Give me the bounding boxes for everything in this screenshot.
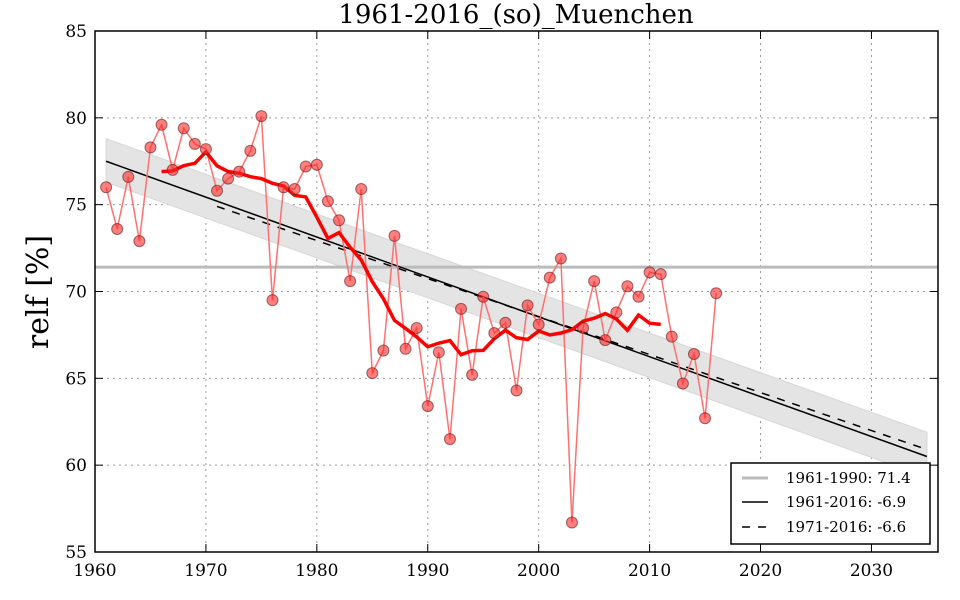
data-point	[654, 268, 667, 281]
legend-label-reference: 1961-1990: 71.4	[786, 469, 911, 487]
confidence-band	[105, 137, 928, 479]
data-point	[443, 433, 456, 446]
legend-label-trend-all: 1961-2016: -6.9	[786, 493, 906, 511]
legend-label-trend-recent: 1971-2016: -6.6	[786, 518, 906, 536]
data-point	[510, 384, 523, 397]
y-tick-label: 55	[65, 543, 87, 563]
confidence-band-area	[105, 137, 928, 479]
data-point	[588, 275, 601, 288]
data-point	[455, 302, 468, 315]
data-point	[466, 368, 479, 381]
data-point	[299, 160, 312, 173]
x-tick-label: 1990	[406, 561, 449, 581]
data-point	[710, 287, 723, 300]
data-point	[554, 252, 567, 265]
legend: 1961-1990: 71.4 1961-2016: -6.9 1971-201…	[730, 462, 931, 545]
lines	[95, 115, 938, 523]
ticks: 1960 1970 1980 1990 2000 2010 2020 2030 55 60 65 70…	[65, 22, 938, 581]
data-point	[687, 348, 700, 361]
data-point	[621, 280, 634, 293]
data-point	[676, 377, 689, 390]
y-tick-label: 80	[65, 109, 87, 129]
x-tick-label: 2000	[517, 561, 560, 581]
data-point	[166, 163, 179, 176]
data-point	[577, 321, 590, 334]
data-point	[499, 316, 512, 329]
data-point	[321, 195, 334, 208]
trend-line-1961-2016	[105, 160, 928, 458]
data-point	[565, 516, 578, 529]
x-tick-label: 1960	[73, 561, 116, 581]
data-point	[100, 181, 113, 194]
data-point	[699, 412, 712, 425]
x-tick-label: 1970	[184, 561, 227, 581]
data-point	[399, 342, 412, 355]
x-tick-label: 2030	[850, 561, 893, 581]
x-tick-label: 2010	[628, 561, 671, 581]
data-point	[310, 158, 323, 171]
data-point	[188, 137, 201, 150]
data-point	[233, 165, 246, 178]
chart-title: 1961-2016_(so)_Muenchen	[338, 0, 694, 30]
y-tick-label: 70	[65, 283, 87, 303]
data-point	[432, 346, 445, 359]
y-tick-label: 60	[65, 456, 87, 476]
data-point	[632, 290, 645, 303]
data-point	[543, 271, 556, 284]
data-point	[477, 290, 490, 303]
data-point	[521, 299, 534, 312]
data-point	[333, 214, 346, 227]
data-point	[288, 183, 301, 196]
data-point	[155, 118, 168, 131]
data-point	[388, 229, 401, 242]
data-point	[643, 266, 656, 279]
data-point	[610, 306, 623, 319]
data-point	[277, 181, 290, 194]
data-point	[377, 344, 390, 357]
data-point	[211, 184, 224, 197]
data-point	[266, 294, 279, 307]
data-point	[177, 122, 190, 135]
data-point	[255, 110, 268, 123]
data-point	[144, 141, 157, 154]
data-point	[111, 222, 124, 235]
x-tick-label: 1980	[295, 561, 338, 581]
data-point	[344, 275, 357, 288]
data-point	[199, 143, 212, 156]
running-mean-line	[161, 149, 661, 357]
y-tick-label: 75	[65, 196, 87, 216]
y-tick-label: 85	[65, 22, 87, 42]
x-tick-label: 2020	[739, 561, 782, 581]
data-point	[599, 334, 612, 347]
data-point	[532, 318, 545, 331]
data-point	[133, 235, 146, 248]
data-point	[665, 330, 678, 343]
data-point	[410, 321, 423, 334]
data-point	[222, 172, 235, 185]
y-tick-label: 65	[65, 369, 87, 389]
data-point	[244, 144, 257, 157]
data-point	[366, 367, 379, 380]
data-point	[488, 327, 501, 340]
data-point	[122, 170, 135, 183]
data-point	[421, 400, 434, 413]
y-axis-label: relf [%]	[21, 235, 56, 349]
data-points	[100, 110, 723, 529]
data-point	[355, 183, 368, 196]
